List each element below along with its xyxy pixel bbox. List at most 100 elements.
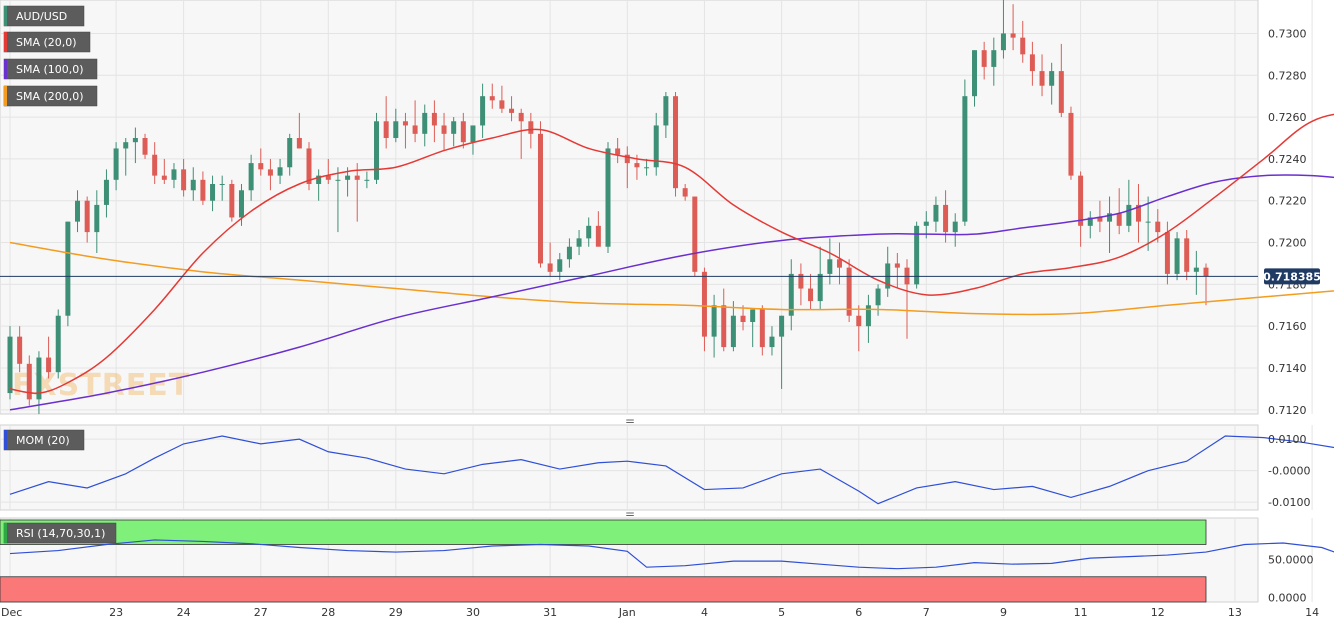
candle-body-117 [1135, 204, 1141, 222]
y-tick-label-4: 0.7220 [1268, 195, 1307, 208]
candle-body-10 [103, 179, 109, 205]
x-tick-label-13: 9 [1000, 606, 1007, 619]
x-tick-label-11: 6 [855, 606, 862, 619]
rsi-oversold-band [0, 576, 1207, 603]
candle-body-120 [1164, 232, 1170, 274]
candle-body-124 [1203, 267, 1209, 276]
x-tick-label-14: 11 [1074, 606, 1088, 619]
price-badge: 0.718385 [1263, 268, 1321, 285]
candle-body-86 [836, 259, 842, 268]
candle-body-50 [489, 96, 495, 101]
candle-body-75 [730, 315, 736, 348]
candle-body-113 [1097, 217, 1103, 222]
candle-body-122 [1184, 238, 1190, 272]
y-tick-label-2: 0.7260 [1268, 111, 1307, 124]
legend-sma-20-label: SMA (20,0) [16, 36, 77, 49]
candle-body-87 [846, 267, 852, 316]
candle-body-99 [962, 96, 968, 222]
candle-body-71 [692, 196, 698, 272]
x-tick-label-15: 12 [1151, 606, 1165, 619]
candle-body-4 [46, 357, 52, 373]
candle-body-92 [894, 263, 900, 268]
candle-body-90 [875, 288, 881, 306]
panel-resize-handle-2[interactable]: = [625, 507, 635, 521]
candle-body-52 [509, 108, 515, 113]
x-tick-label-5: 29 [389, 606, 403, 619]
x-tick-label-1: 23 [109, 606, 123, 619]
candlestick-series [7, 0, 1209, 414]
candle-body-38 [374, 121, 380, 180]
candle-body-58 [566, 246, 572, 260]
candle-body-39 [383, 121, 389, 138]
candle-body-24 [238, 190, 244, 218]
candle-body-76 [740, 315, 746, 322]
candle-body-110 [1068, 112, 1074, 176]
candle-body-60 [586, 225, 592, 239]
candle-body-88 [856, 315, 862, 327]
candle-body-121 [1174, 238, 1180, 274]
candle-body-108 [1049, 71, 1055, 86]
candle-body-22 [219, 184, 225, 185]
y-tick-label-1: 0.7280 [1268, 69, 1307, 82]
candle-body-14 [142, 138, 148, 155]
candle-body-53 [518, 112, 524, 122]
watermark: FXSTREET [12, 368, 190, 403]
candle-body-112 [1087, 217, 1093, 226]
candle-body-11 [113, 148, 119, 180]
candle-body-62 [605, 148, 611, 247]
candle-body-107 [1039, 71, 1045, 86]
candle-body-106 [1029, 54, 1035, 72]
candle-body-103 [1000, 33, 1006, 51]
legend-sma-200-label: SMA (200,0) [16, 90, 84, 103]
y-tick-label-9: 0.7120 [1268, 404, 1307, 417]
legend-sma-100-label: SMA (100,0) [16, 63, 84, 76]
mom-y-tick-label-0: 0.0100 [1268, 433, 1307, 446]
candle-body-13 [132, 138, 138, 143]
candle-body-100 [972, 50, 978, 97]
candle-body-20 [200, 179, 206, 201]
candle-body-47 [460, 121, 466, 143]
x-tick-label-16: 13 [1228, 606, 1242, 619]
rsi-y-tick-label-1: 0.0000 [1268, 591, 1307, 604]
candle-body-102 [991, 50, 997, 67]
candle-body-104 [1010, 33, 1016, 38]
legend: AUD/USD SMA (20,0) SMA (100,0) SMA (200,0) M… [3, 5, 117, 544]
candle-body-32 [316, 175, 322, 184]
candle-body-43 [422, 112, 428, 134]
candle-body-31 [306, 148, 312, 184]
candle-body-25 [248, 163, 254, 191]
panel-resize-handle-1[interactable]: = [625, 414, 635, 428]
y-tick-label-8: 0.7140 [1268, 362, 1307, 375]
candle-body-64 [624, 154, 630, 164]
momentum-polyline [9, 435, 1334, 505]
candle-body-70 [682, 188, 688, 197]
candle-body-37 [364, 179, 370, 181]
mom-y-tick-label-1: -0.0000 [1268, 465, 1310, 478]
rsi-polyline [9, 539, 1334, 570]
candle-body-116 [1126, 204, 1132, 226]
main-panel [0, 0, 1259, 415]
candle-body-95 [923, 221, 929, 226]
candle-body-21 [210, 184, 216, 201]
candle-body-28 [277, 167, 283, 176]
candle-body-84 [817, 273, 823, 302]
candle-body-94 [914, 225, 920, 285]
candle-body-42 [412, 125, 418, 134]
candle-body-46 [451, 121, 457, 134]
rsi-line [9, 539, 1334, 570]
y-tick-label-0: 0.7300 [1268, 27, 1307, 40]
candle-body-80 [779, 315, 785, 337]
candle-body-9 [94, 204, 100, 233]
sma-20-line [9, 113, 1334, 394]
candle-body-118 [1145, 221, 1151, 223]
candle-body-74 [721, 305, 727, 348]
rsi-bands [0, 519, 1207, 603]
candle-body-17 [171, 169, 177, 180]
candle-body-56 [547, 263, 553, 272]
price-badge-bg [1264, 268, 1320, 285]
candle-body-66 [644, 167, 650, 169]
candle-body-26 [258, 163, 264, 170]
candle-body-73 [711, 305, 717, 337]
